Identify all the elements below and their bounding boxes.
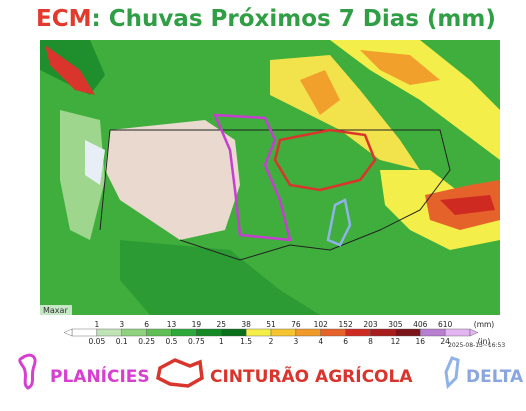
title: ECM: Chuvas Próximos 7 Dias (mm) [36, 6, 496, 32]
colorbar-label-mm: 76 [291, 320, 301, 329]
legend-label: CINTURÃO AGRÍCOLA [210, 364, 413, 387]
colorbar-label-in: 3 [293, 337, 298, 346]
colorbar-cell [295, 328, 321, 337]
red-area [45, 45, 95, 95]
map-credit: Maxar [43, 306, 68, 315]
colorbar-label-mm: 152 [338, 320, 353, 329]
colorbar-label-in: 8 [368, 337, 373, 346]
colorbar-label-in: 4 [318, 337, 323, 346]
southeast-red [440, 195, 495, 215]
colorbar-label-in: 16 [415, 337, 425, 346]
legend-icon-planicies [18, 353, 37, 390]
colorbar-label-in: 2 [269, 337, 274, 346]
colorbar-label-in: 0.1 [116, 337, 128, 346]
atlantic-orange [360, 50, 440, 85]
colorbar-cell [395, 328, 421, 337]
colorbar-label-mm: 203 [363, 320, 378, 329]
colorbar-label-mm: 3 [119, 320, 124, 329]
colorbar-cell [121, 328, 147, 337]
colorbar-label-mm: 305 [388, 320, 403, 329]
colorbar-label-mm: 1 [94, 320, 99, 329]
colorbar-cell [71, 328, 98, 337]
colorbar-label-in: 0.25 [138, 337, 155, 346]
title-rest: : Chuvas Próximos 7 Dias (mm) [91, 6, 495, 32]
timestamp: 2025-08-13~16:53 [448, 342, 505, 349]
credit-bg [40, 305, 72, 315]
colorbar-cell [270, 328, 297, 337]
legend-icon-cinturao [156, 358, 204, 388]
colorbar-label-mm: 13 [167, 320, 177, 329]
colorbar-cell [420, 328, 446, 337]
colorbar-label-in: 0.75 [188, 337, 205, 346]
map: Maxar [40, 40, 500, 315]
colorbar-label-in: 6 [343, 337, 348, 346]
colorbar-label-in: 24 [440, 337, 450, 346]
colorbar-label-mm: 610 [438, 320, 453, 329]
colorbar-label-mm: 38 [241, 320, 251, 329]
no-rain-area [85, 140, 105, 185]
legend: PLANÍCIES CINTURÃO AGRÍCOLA DELTA [18, 353, 524, 390]
colorbar-cell [370, 328, 396, 337]
planicies-outline [213, 113, 292, 242]
dry-area [105, 120, 240, 240]
colorbar-cell [245, 328, 272, 337]
colorbar-label-mm: 102 [314, 320, 329, 329]
colorbar-label-mm: 406 [413, 320, 428, 329]
legend-icon-delta [444, 356, 460, 390]
colorbar-label-mm: 19 [192, 320, 202, 329]
colorbar-label-in: 1.5 [240, 337, 252, 346]
colorbar-arrow-left [63, 328, 73, 337]
colorbar-label-in: 12 [391, 337, 401, 346]
delta-outline [326, 198, 352, 247]
colorbar-cell [320, 328, 346, 337]
colorbar-cell [444, 328, 471, 337]
colorbar-cell [345, 328, 371, 337]
colorbar-label-in: 0.5 [166, 337, 178, 346]
colorbar-unit-in: (in) [478, 337, 491, 346]
title-prefix: ECM [36, 6, 91, 32]
colorbar-label-in: 1 [219, 337, 224, 346]
colorbar-cell [171, 328, 197, 337]
colorbar-cell [196, 328, 222, 337]
atlantic-yellow [330, 40, 500, 160]
colorbar-label-mm: 25 [216, 320, 226, 329]
legend-label: PLANÍCIES [50, 365, 150, 387]
colorbar-label-mm: 51 [266, 320, 276, 329]
colorbar-cell [96, 328, 122, 337]
orange-area [300, 70, 340, 115]
light-rain-area [60, 110, 105, 240]
colorbar-cell [146, 328, 172, 337]
legend-label: DELTA [466, 367, 524, 387]
colorbar-label-mm: 6 [144, 320, 149, 329]
colorbar-unit-mm: (mm) [474, 320, 495, 329]
mexico-area [120, 240, 320, 315]
colorbar-arrow-right [469, 328, 479, 337]
colorbar-label-in: 0.05 [89, 337, 106, 346]
colorbar-cell [221, 328, 247, 337]
cinturao-outline [273, 128, 377, 192]
